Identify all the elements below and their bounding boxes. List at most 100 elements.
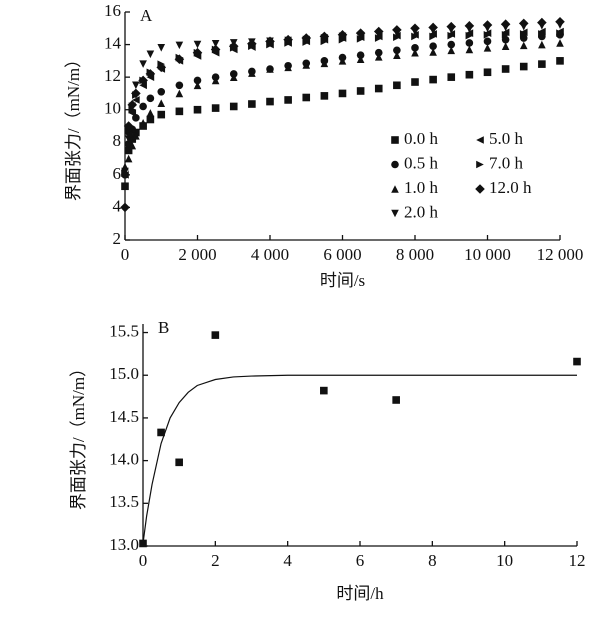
marker (175, 89, 184, 98)
marker (429, 42, 437, 50)
marker (124, 146, 133, 155)
marker (127, 100, 138, 110)
y-tick-label: 8 (113, 131, 122, 150)
y-tick-label: 16 (104, 1, 121, 20)
marker (320, 59, 329, 68)
marker (121, 182, 129, 191)
marker (429, 75, 437, 84)
marker (555, 16, 565, 27)
y-tick-label: 13.0 (109, 535, 139, 554)
marker (410, 23, 420, 34)
marker (518, 18, 529, 29)
marker (356, 55, 365, 64)
marker (519, 62, 528, 71)
marker (266, 97, 274, 106)
marker (393, 33, 401, 42)
legend-label: 1.0 h (404, 178, 439, 197)
marker (519, 41, 528, 50)
marker (391, 209, 399, 218)
marker (411, 32, 419, 41)
marker (211, 104, 220, 112)
marker (556, 39, 564, 47)
marker (573, 357, 581, 366)
marker (337, 30, 348, 40)
marker (128, 109, 137, 117)
y-tick-label: 12 (104, 66, 121, 85)
marker (556, 57, 564, 65)
marker (392, 25, 402, 35)
marker (229, 73, 238, 81)
marker (247, 38, 257, 49)
marker (138, 75, 148, 86)
marker (175, 107, 184, 116)
marker (132, 81, 140, 90)
marker (465, 70, 474, 79)
marker (411, 78, 419, 86)
marker (556, 29, 564, 37)
marker (465, 31, 474, 40)
marker (175, 81, 184, 90)
marker (483, 68, 492, 77)
marker (501, 31, 510, 39)
marker (146, 50, 155, 59)
x-tick-label: 8 000 (396, 245, 434, 264)
marker (501, 35, 510, 44)
marker (139, 81, 147, 90)
y-tick-label: 13.5 (109, 492, 139, 511)
marker (210, 44, 221, 55)
marker (157, 110, 166, 119)
marker (391, 160, 399, 169)
marker (193, 40, 202, 49)
marker (320, 92, 329, 100)
legend-label: 7.0 h (489, 153, 524, 172)
x-tick-label: 8 (428, 551, 437, 570)
marker (500, 19, 511, 30)
marker (538, 40, 546, 49)
marker (374, 84, 383, 93)
marker (393, 81, 401, 90)
marker (124, 135, 133, 143)
marker (464, 21, 475, 31)
x-tick-label: 12 000 (537, 245, 584, 264)
marker (538, 60, 546, 68)
panel-label: A (140, 6, 153, 25)
y-tick-label: 4 (113, 196, 122, 215)
marker (537, 17, 547, 28)
marker (374, 52, 383, 61)
fit-line (142, 374, 577, 544)
x-axis-title: 时间/s (320, 271, 365, 290)
marker (338, 57, 347, 65)
marker (131, 88, 141, 99)
marker (128, 141, 137, 150)
marker (229, 102, 238, 111)
marker (429, 32, 437, 41)
marker (265, 36, 275, 47)
marker (284, 63, 292, 72)
marker (465, 45, 474, 54)
marker (283, 34, 293, 45)
marker (338, 35, 347, 44)
marker (320, 37, 329, 46)
marker (121, 169, 129, 178)
marker (465, 39, 474, 47)
y-tick-label: 14 (104, 33, 122, 52)
marker (139, 60, 147, 68)
marker (302, 61, 311, 69)
x-tick-label: 4 (283, 551, 292, 570)
legend-label: 2.0 h (404, 202, 439, 221)
x-tick-label: 12 (569, 551, 586, 570)
marker (157, 44, 166, 52)
marker (319, 31, 330, 42)
legend-label: 12.0 h (489, 178, 532, 197)
x-tick-label: 6 000 (323, 245, 361, 264)
marker (132, 96, 140, 104)
marker (157, 88, 166, 96)
marker (447, 46, 456, 55)
marker (139, 102, 147, 111)
marker (356, 51, 365, 59)
legend-label: 0.5 h (404, 153, 439, 172)
marker (447, 31, 456, 40)
marker (132, 131, 140, 140)
marker (356, 35, 365, 43)
